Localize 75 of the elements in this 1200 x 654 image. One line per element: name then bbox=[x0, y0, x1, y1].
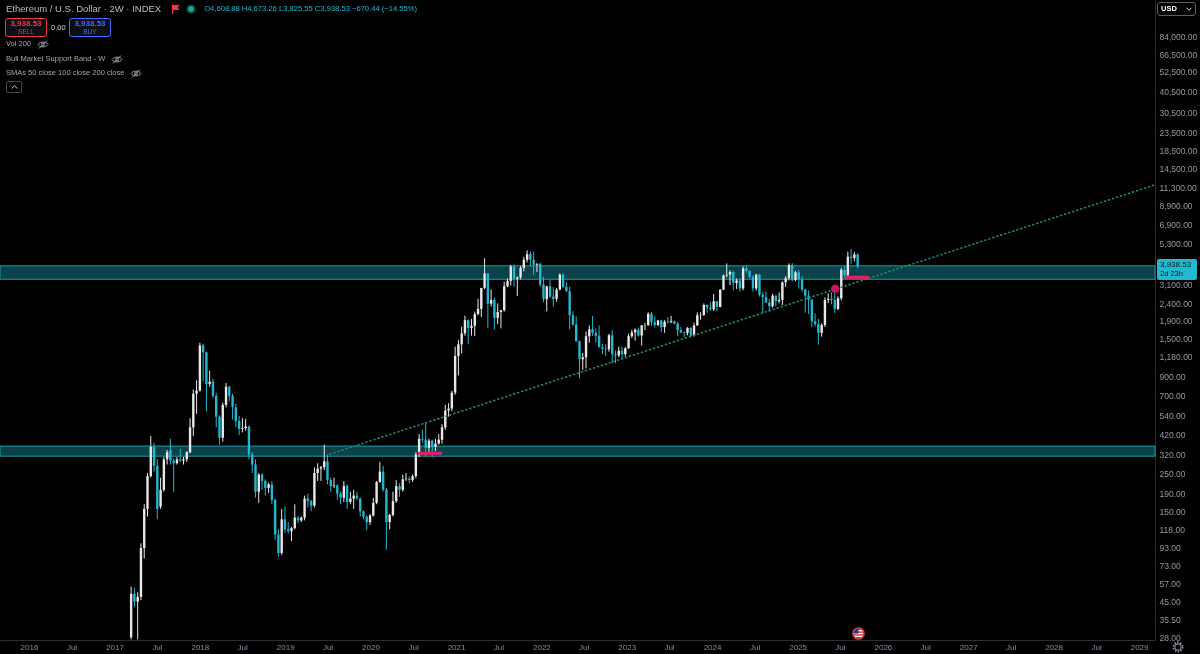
x-tick-label: 2026 bbox=[874, 642, 893, 652]
x-tick-label: Jul bbox=[835, 642, 846, 652]
x-tick-label: Jul bbox=[579, 642, 590, 652]
y-tick-label: 45.00 bbox=[1159, 597, 1182, 608]
x-tick-label: 2024 bbox=[703, 642, 722, 652]
annotation: 3,938.53 bbox=[10, 18, 42, 28]
y-tick-label: 84,000.00 bbox=[1159, 32, 1198, 43]
x-tick-label: Jul bbox=[920, 642, 932, 652]
y-tick-label: 190.00 bbox=[1159, 489, 1186, 500]
y-tick-label: 900.00 bbox=[1159, 372, 1186, 383]
candlestick bbox=[496, 302, 499, 325]
x-tick-label: Jul bbox=[66, 642, 78, 652]
y-tick-label: 11,300.00 bbox=[1159, 182, 1197, 193]
y-tick-label: 3,100.00 bbox=[1159, 279, 1193, 290]
x-tick-label: 2022 bbox=[532, 642, 552, 652]
x-tick-label: Jul bbox=[749, 642, 761, 652]
y-tick-label: 5,300.00 bbox=[1159, 239, 1193, 250]
y-tick-label: 93.00 bbox=[1159, 542, 1182, 553]
y-tick-label: 6,900.00 bbox=[1159, 219, 1193, 230]
y-tick-label: 35.50 bbox=[1159, 614, 1182, 625]
candlestick bbox=[532, 251, 535, 276]
candlestick bbox=[133, 587, 136, 608]
y-tick-label: 420.00 bbox=[1159, 429, 1186, 440]
annotation: 3,938.53 bbox=[74, 18, 106, 28]
y-tick-label: 1,500.00 bbox=[1159, 334, 1193, 345]
x-tick-label: 2019 bbox=[276, 642, 296, 652]
x-tick-label: 2023 bbox=[618, 642, 637, 652]
x-tick-label: Jul bbox=[493, 642, 505, 652]
x-tick-label: 2016 bbox=[20, 642, 39, 652]
y-tick-label: 1,180.00 bbox=[1159, 352, 1193, 363]
x-tick-label: Jul bbox=[322, 642, 334, 652]
candlestick bbox=[535, 262, 539, 273]
candlestick bbox=[548, 279, 552, 299]
x-tick-label: Jul bbox=[408, 642, 419, 652]
x-tick-label: Jul bbox=[152, 642, 163, 652]
y-tick-label: 540.00 bbox=[1159, 410, 1186, 421]
candlestick bbox=[493, 296, 496, 330]
y-tick-label: 118.00 bbox=[1159, 524, 1186, 535]
y-tick-label: 57.00 bbox=[1159, 579, 1182, 590]
x-tick-label: Jul bbox=[237, 642, 249, 652]
x-tick-label: 2028 bbox=[1045, 642, 1064, 652]
y-tick-label: 700.00 bbox=[1159, 391, 1186, 402]
x-tick-label: Jul bbox=[1005, 642, 1017, 652]
candlestick bbox=[303, 495, 306, 521]
y-tick-label: 23,500.00 bbox=[1159, 127, 1198, 138]
candlestick bbox=[332, 477, 336, 489]
candlestick bbox=[352, 489, 355, 510]
x-tick-label: 2025 bbox=[789, 642, 808, 652]
y-tick-label: 30,500.00 bbox=[1159, 108, 1198, 119]
x-tick-label: 2027 bbox=[959, 642, 979, 652]
y-tick-label: 73.00 bbox=[1159, 560, 1182, 571]
x-tick-label: 2029 bbox=[1130, 642, 1150, 652]
x-tick-label: 2018 bbox=[191, 642, 210, 652]
candlestick bbox=[241, 417, 244, 433]
x-tick-label: Jul bbox=[1091, 642, 1102, 652]
candlestick bbox=[781, 280, 784, 306]
x-tick-label: 2017 bbox=[106, 642, 125, 652]
y-tick-label: 52,500.00 bbox=[1159, 67, 1198, 78]
x-tick-label: 2020 bbox=[362, 642, 381, 652]
y-tick-label: 150.00 bbox=[1159, 506, 1186, 517]
y-tick-label: 14,500.00 bbox=[1159, 163, 1198, 174]
candlestick bbox=[424, 422, 427, 458]
y-tick-label: 8,900.00 bbox=[1159, 200, 1193, 211]
y-tick-label: 250.00 bbox=[1159, 468, 1186, 479]
y-tick-label: 28.00 bbox=[1159, 632, 1182, 643]
candlestick bbox=[319, 465, 323, 482]
y-tick-label: 2,400.00 bbox=[1159, 298, 1193, 309]
chart-title: Ethereum / U.S. Dollar · 2W · INDEX bbox=[6, 2, 162, 14]
y-tick-label: 1,900.00 bbox=[1159, 316, 1193, 327]
x-tick-label: 2021 bbox=[447, 642, 467, 652]
y-tick-label: 40,500.00 bbox=[1159, 86, 1198, 97]
y-tick-label: 18,500.00 bbox=[1159, 145, 1198, 156]
y-tick-label: 66,500.00 bbox=[1159, 49, 1198, 60]
x-tick-label: Jul bbox=[664, 642, 675, 652]
y-tick-label: 320.00 bbox=[1159, 450, 1186, 461]
